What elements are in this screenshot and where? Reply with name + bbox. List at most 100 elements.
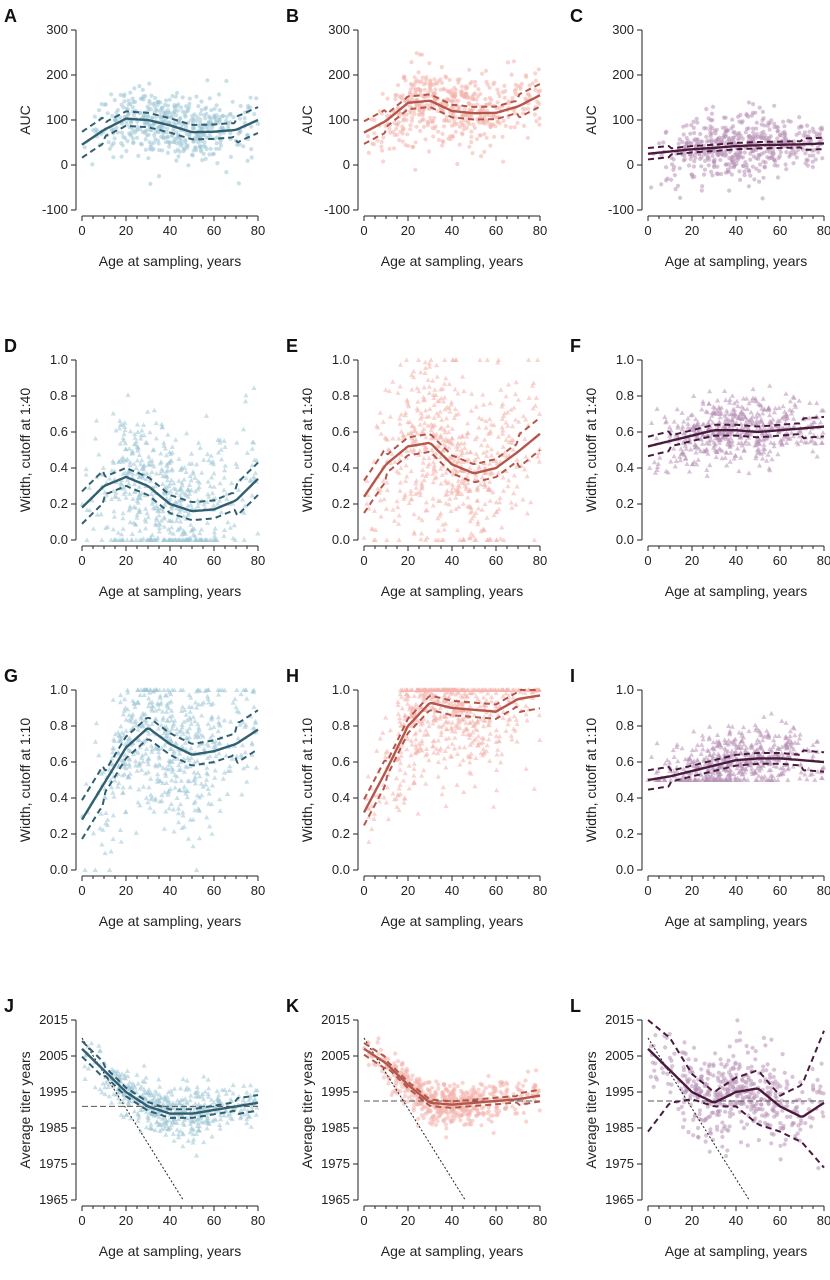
data-point (531, 786, 537, 791)
data-point (189, 460, 195, 466)
data-point (383, 387, 389, 392)
data-point (434, 746, 440, 751)
data-point (377, 497, 383, 503)
data-point (123, 446, 129, 451)
data-point (110, 745, 116, 751)
data-point (772, 157, 777, 162)
data-point (707, 388, 713, 394)
data-point (512, 111, 517, 116)
data-point (209, 732, 216, 738)
data-point (524, 473, 530, 479)
data-point (412, 82, 417, 87)
data-point (819, 407, 825, 413)
data-point (96, 451, 102, 457)
data-point (117, 827, 123, 832)
data-point (224, 170, 229, 175)
data-point (135, 727, 141, 732)
data-point (124, 148, 129, 154)
data-point (201, 501, 207, 507)
data-point (437, 705, 443, 711)
data-point (729, 431, 735, 436)
data-point (221, 475, 227, 480)
data-point (414, 385, 420, 391)
data-point (494, 751, 500, 757)
data-point (484, 135, 489, 140)
data-point (205, 491, 211, 497)
data-point (403, 733, 410, 739)
data-point (408, 491, 414, 496)
data-point (178, 518, 184, 524)
data-point (423, 407, 429, 413)
data-point (782, 135, 787, 140)
data-point (171, 139, 176, 145)
data-point (204, 520, 211, 525)
data-point (133, 99, 138, 104)
panel-label: B (286, 6, 299, 26)
data-point (399, 743, 405, 748)
data-point (760, 109, 766, 114)
data-point (797, 731, 803, 737)
data-point (113, 490, 119, 495)
data-point (450, 99, 455, 104)
data-point (179, 537, 186, 542)
data-point (384, 537, 390, 542)
data-point (165, 150, 170, 155)
data-point (249, 492, 255, 498)
data-point (444, 114, 449, 119)
data-point (157, 470, 163, 476)
data-point (221, 770, 228, 775)
data-point (434, 443, 440, 448)
data-point (110, 526, 116, 532)
data-point (207, 823, 213, 829)
data-point (509, 72, 514, 77)
data-point (102, 102, 107, 107)
data-point (181, 769, 187, 774)
data-point (385, 816, 392, 822)
data-point (532, 112, 538, 117)
data-point (710, 153, 715, 158)
x-axis-label: Age at sampling, years (99, 583, 241, 599)
fit-line (81, 475, 259, 513)
data-point (174, 90, 180, 96)
data-point (103, 810, 109, 815)
data-point (86, 485, 92, 490)
data-point (433, 81, 438, 86)
data-point (709, 169, 714, 174)
data-point (153, 95, 158, 101)
data-point (452, 406, 458, 412)
data-point (384, 487, 390, 493)
data-point (159, 792, 165, 798)
data-point (677, 137, 682, 142)
data-point (505, 721, 511, 727)
data-point (500, 401, 506, 406)
data-point (99, 841, 105, 847)
data-point (437, 426, 443, 431)
data-point (484, 102, 490, 107)
y-tick: 200 (612, 67, 642, 82)
data-point (406, 693, 412, 699)
data-point (205, 786, 211, 791)
data-point (197, 530, 203, 536)
data-point (138, 96, 144, 101)
data-point (196, 104, 201, 109)
data-point (218, 509, 224, 515)
data-point (515, 120, 520, 125)
data-point (179, 465, 185, 470)
data-point (461, 127, 467, 132)
data-point (479, 416, 485, 422)
data-point (436, 129, 441, 134)
data-point (760, 410, 766, 416)
data-point (723, 115, 728, 120)
data-point (433, 450, 439, 456)
data-point (398, 111, 404, 116)
data-point (488, 452, 495, 458)
data-point (500, 693, 506, 699)
data-point (411, 511, 417, 517)
data-point (500, 715, 506, 721)
data-point (400, 778, 407, 783)
data-point (415, 399, 421, 404)
data-point (463, 484, 470, 490)
data-point (252, 112, 257, 117)
data-point (765, 123, 770, 128)
data-point (117, 418, 123, 423)
